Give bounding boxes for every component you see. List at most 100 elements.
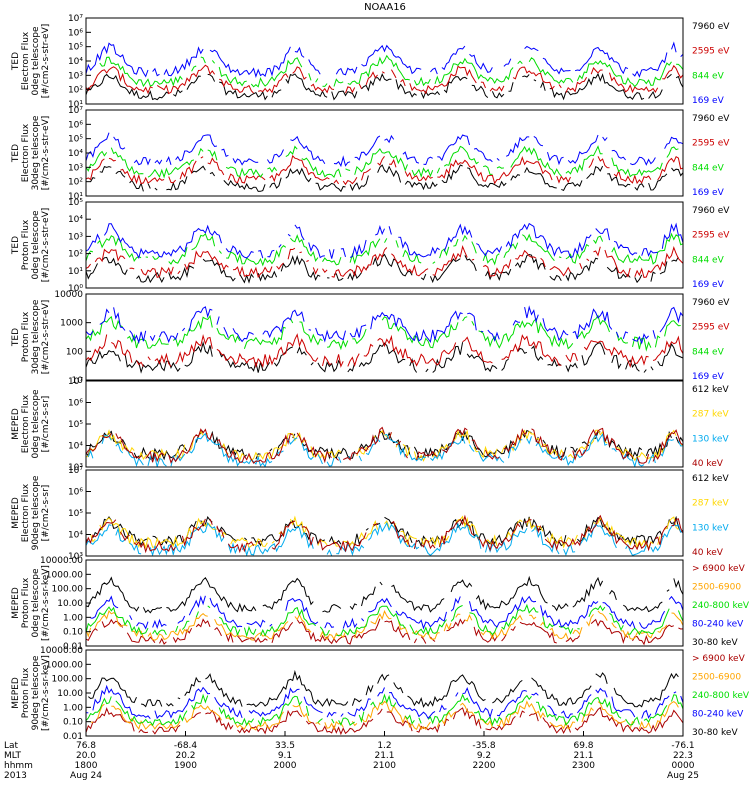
y-tick-label: 10 (72, 376, 84, 386)
y-tick-label: 10⁷ (68, 466, 83, 476)
series-line-3 (99, 54, 683, 88)
y-tick-label: 10⁵ (68, 420, 83, 430)
legend-entry: 30-80 keV (692, 638, 738, 648)
x-tick-label: Aug 25 (667, 771, 699, 781)
x-tick-label: 69.8 (573, 741, 593, 751)
legend-entry: 7960 eV (692, 22, 730, 32)
svg-text:MEPED: MEPED (11, 497, 21, 529)
legend-entry: 844 eV (692, 255, 725, 265)
legend-entry: 844 eV (692, 163, 725, 173)
panel-5: 10³ 10⁴ 10⁵ 10⁶ 10⁷ MEPED Electron Flux 0deg te… (11, 377, 729, 473)
y-tick-label: 1000.00 (46, 570, 83, 580)
svg-text:TED: TED (11, 144, 21, 163)
y-tick-label: 10⁴ (68, 215, 83, 225)
y-tick-label: 0.01 (63, 732, 83, 742)
svg-text:90deg telescope: 90deg telescope (31, 655, 41, 730)
legend-entry: > 6900 keV (692, 654, 746, 664)
y-axis-label: MEPED Electron Flux 90deg telescope [#/cm2-… (11, 475, 51, 550)
legend-entry: 612 keV (692, 385, 729, 395)
x-tick-label: -35.8 (472, 741, 496, 751)
x-tick-label: 9.1 (278, 751, 292, 761)
x-row-label: Lat (4, 741, 19, 751)
y-tick-label: 10² (68, 178, 83, 188)
series-line-4 (86, 132, 683, 168)
y-tick-label: 10⁵ (68, 509, 83, 519)
svg-text:TED: TED (11, 236, 21, 255)
x-row-label: hhmm (4, 761, 33, 771)
y-tick-label: 10⁵ (68, 135, 83, 145)
y-tick-label: 10⁴ (68, 57, 83, 67)
y-tick-label: 10⁵ (68, 198, 83, 208)
panel-frame (85, 380, 684, 468)
y-tick-label: 10⁶ (68, 399, 83, 409)
x-tick-label: 22.3 (673, 751, 693, 761)
y-tick-label: 10³ (68, 232, 83, 242)
series-line-3 (86, 693, 683, 727)
svg-text:TED: TED (11, 52, 21, 71)
svg-text:Electron Flux: Electron Flux (21, 394, 31, 453)
legend-entry: 30-80 keV (692, 728, 738, 738)
svg-text:[#/cm2-s-str-eV]: [#/cm2-s-str-eV] (41, 116, 51, 191)
legend-entry: 130 keV (692, 523, 729, 533)
panel-frame (85, 469, 684, 557)
legend-entry: 844 eV (692, 71, 725, 81)
series-line-4 (86, 426, 683, 464)
series-line-5 (86, 575, 683, 614)
y-tick-label: 10000.00 (40, 646, 83, 656)
svg-text:[#/cm2-s-str-eV]: [#/cm2-s-str-eV] (41, 24, 51, 99)
y-tick-label: 10000.00 (40, 556, 83, 566)
series-line-2 (86, 64, 683, 95)
legend-entry: 169 eV (692, 372, 725, 382)
panel-7: 0.010.101.0010.00100.001000.0010000.00ME… (11, 556, 750, 652)
legend-entry: 7960 eV (692, 114, 730, 124)
x-tick-label: -68.4 (174, 741, 198, 751)
series-line-1 (86, 255, 683, 283)
legend-entry: 130 keV (692, 434, 729, 444)
x-tick-label: 1800 (75, 761, 98, 771)
svg-text:Electron Flux: Electron Flux (21, 123, 31, 182)
y-tick-label: 10⁰ (68, 284, 83, 294)
series-line-4 (86, 305, 683, 345)
legend-entry: 40 keV (692, 459, 724, 469)
y-tick-label: 10⁷ (68, 377, 83, 387)
x-tick-label: 0000 (672, 761, 695, 771)
panel-6: 10³ 10⁴ 10⁵ 10⁶ 10⁷ MEPED Electron Flux 90deg t… (11, 466, 729, 562)
y-tick-label: 10⁶ (68, 28, 83, 38)
svg-text:Electron Flux: Electron Flux (21, 31, 31, 90)
svg-text:MEPED: MEPED (11, 408, 21, 440)
legend-entry: 169 eV (692, 188, 725, 198)
series-line-1 (86, 618, 683, 646)
y-tick-label: 10⁴ (68, 442, 83, 452)
legend-entry: 40 keV (692, 548, 724, 558)
x-tick-label: 21.1 (374, 751, 394, 761)
series-line-2 (86, 154, 683, 186)
legend-entry: 2595 eV (692, 139, 730, 149)
y-tick-label: 1000 (60, 319, 83, 329)
legend-entry: 169 eV (692, 280, 725, 290)
y-tick-label: 10² (68, 250, 83, 260)
series-line-1 (86, 515, 683, 548)
y-tick-label: 10² (68, 86, 83, 96)
legend-entry: 2500-6900 (692, 673, 741, 683)
series-line-4 (86, 41, 683, 79)
y-tick-label: 1000.00 (46, 660, 83, 670)
series-line-4 (86, 222, 683, 260)
panel-1: 10¹ 10² 10³ 10⁴ 10⁵ 10⁶ 10⁷ TED Electron Flux 0de… (11, 14, 730, 110)
x-tick-label: 2200 (473, 761, 496, 771)
y-tick-label: 0.10 (63, 628, 83, 638)
y-tick-label: 100.00 (52, 675, 84, 685)
svg-text:Proton Flux: Proton Flux (21, 311, 31, 362)
x-tick-label: 20.0 (76, 751, 96, 761)
x-tick-label: Aug 24 (70, 771, 102, 781)
chart-title: NOAA16 (364, 2, 406, 13)
y-tick-label: 10⁷ (68, 106, 83, 116)
svg-text:30deg telescope: 30deg telescope (31, 115, 41, 190)
x-tick-label: 21.1 (573, 751, 593, 761)
panel-3: 10⁰ 10¹ 10² 10³ 10⁴ 10⁵ TED Proton Flux 0deg tel… (11, 198, 730, 294)
y-axis-label: MEPED Proton Flux 0deg telescope [#/cm2-s-s… (11, 565, 51, 641)
svg-text:Electron Flux: Electron Flux (21, 483, 31, 542)
svg-text:MEPED: MEPED (11, 677, 21, 709)
x-tick-label: 33.5 (275, 741, 295, 751)
